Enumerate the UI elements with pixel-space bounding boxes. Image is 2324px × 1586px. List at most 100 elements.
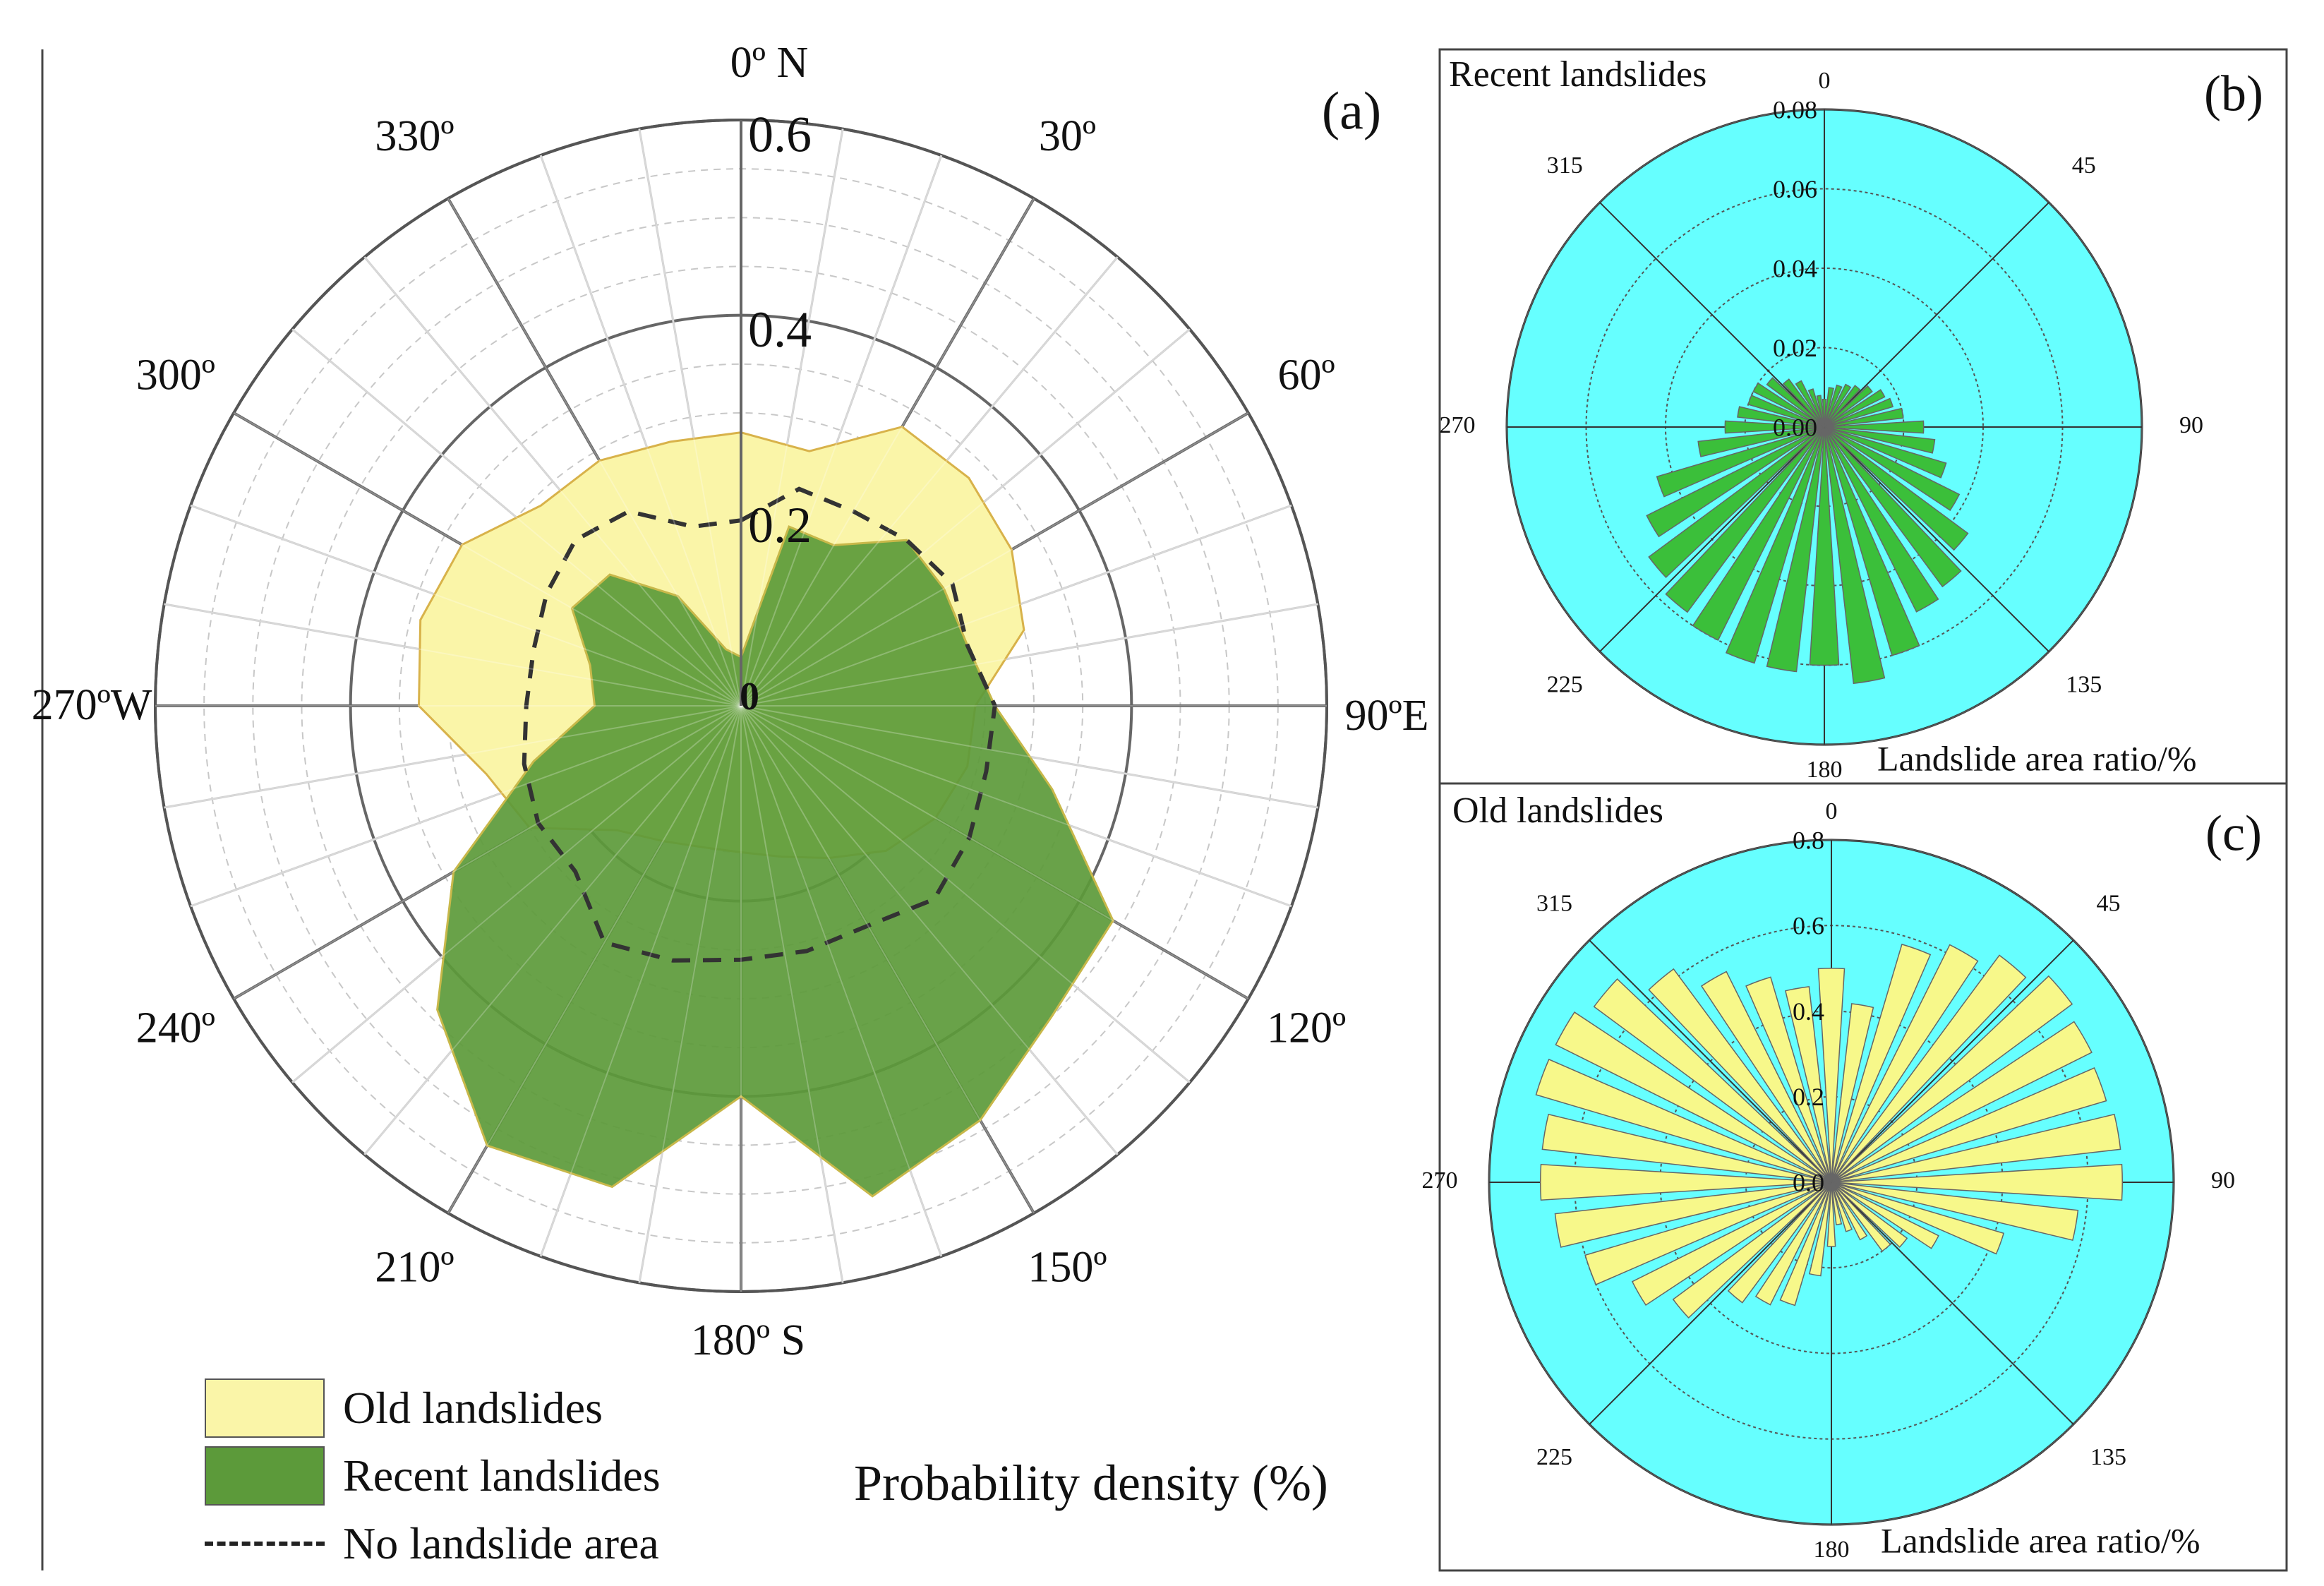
spoke	[1589, 939, 1832, 1183]
radial-tick-label: 0.06	[1773, 175, 1817, 203]
axis-label: Landslide area ratio/%	[1877, 738, 2197, 778]
spoke-overlay	[740, 155, 942, 707]
radial-tick-label: 0.6	[1793, 912, 1824, 940]
bar	[1737, 406, 1825, 428]
spoke-overlay	[540, 705, 742, 1257]
angle-label: 90ºE	[1344, 692, 1428, 740]
bar	[1831, 1182, 1868, 1241]
spoke-overlay	[233, 705, 742, 999]
bar	[1779, 1182, 1832, 1306]
angle-label: 45	[2072, 152, 2096, 179]
spoke-overlay	[740, 705, 1249, 999]
spoke-overlay	[164, 705, 742, 809]
radial-tick-label: 0.2	[1793, 1083, 1824, 1111]
panel-title: Old landslides	[1452, 791, 1663, 831]
bar	[1831, 1067, 2107, 1183]
bar	[1824, 387, 1835, 428]
angle-label: 150º	[1028, 1243, 1107, 1291]
bar	[1692, 426, 1825, 642]
series-no-landslide-area	[522, 486, 997, 963]
bar	[1824, 384, 1843, 428]
subplot-label-a: (a)	[1322, 81, 1381, 140]
bar	[1541, 1113, 1832, 1183]
spoke-overlay	[740, 328, 1191, 707]
panel-a-polar-chart: 0 0.2 0.4 0.6 0º N 30º 60º 90ºE 120º 150º 180º S 21…	[32, 39, 1429, 1364]
radial-tick-label: 0.0	[1793, 1168, 1824, 1196]
bar	[1824, 383, 1852, 428]
legend-item-no-landslide: No landslide area	[205, 1512, 659, 1575]
angle-label: 90	[2179, 412, 2203, 438]
bar	[1824, 426, 1969, 551]
legend-item-old: Old landslides	[205, 1376, 603, 1440]
radial-tick-label: 0.08	[1773, 95, 1817, 124]
radial-tick-label: 0	[740, 675, 759, 719]
bar	[1831, 1182, 1908, 1248]
spoke-overlay	[740, 705, 1318, 809]
bar	[1593, 978, 1832, 1183]
bar	[1826, 1182, 1836, 1247]
spoke	[1599, 426, 1825, 652]
angle-label: 120º	[1267, 1004, 1346, 1052]
bar	[1554, 1182, 1832, 1248]
angle-label: 225	[1547, 671, 1583, 697]
series-recent-landslides	[436, 525, 1114, 1198]
bar	[1831, 1164, 2124, 1201]
bar	[1831, 954, 2027, 1183]
bar	[1831, 1182, 2079, 1242]
spoke-overlay	[540, 155, 742, 707]
bar	[1816, 395, 1825, 428]
bar	[1831, 1182, 2005, 1255]
angle-label: 0º N	[730, 39, 809, 87]
bar	[1784, 986, 1832, 1183]
angle-label: 315	[1547, 152, 1583, 179]
bar	[1795, 380, 1825, 428]
angle-label: 45	[2096, 890, 2120, 916]
spoke-overlay	[740, 603, 1318, 707]
angle-label: 270	[1422, 1167, 1458, 1194]
bar	[1584, 1182, 1832, 1285]
bar	[1831, 1021, 2093, 1183]
spoke-overlay	[740, 705, 1035, 1214]
bar	[1752, 382, 1825, 428]
spoke-overlay	[740, 705, 1292, 907]
bar	[1656, 426, 1825, 498]
bar	[1824, 426, 1962, 588]
legend-item-recent: Recent landslides	[205, 1444, 661, 1508]
bar	[1817, 968, 1846, 1183]
bar	[1831, 975, 2073, 1183]
angle-label: 90	[2211, 1167, 2235, 1194]
bar	[1831, 1113, 2121, 1183]
bar	[1727, 1182, 1832, 1304]
legend: Old landslides Recent landslides No land…	[205, 1376, 769, 1574]
bar	[1824, 426, 1936, 454]
panel-title: Recent landslides	[1449, 54, 1706, 95]
angle-label: 135	[2090, 1444, 2126, 1470]
panel-b-polar-bar-chart: 0.00 0.02 0.04 0.06 0.080 45 90 135 180 225 270 315…	[1440, 54, 2263, 783]
radial-tick-label: 0.8	[1793, 826, 1824, 854]
angle-label: 300º	[136, 352, 215, 399]
spoke-overlay	[638, 128, 742, 707]
bar	[1766, 426, 1825, 673]
angle-label: 270ºW	[32, 681, 152, 729]
bar	[1831, 1182, 1853, 1232]
bar	[1824, 397, 1894, 428]
bar	[1747, 395, 1825, 428]
spoke-overlay	[740, 505, 1292, 707]
spoke	[1599, 202, 1825, 428]
spoke-overlay	[164, 603, 742, 707]
bar	[1631, 1182, 1832, 1306]
angle-label: 210º	[375, 1243, 454, 1291]
angle-label: 30º	[1039, 112, 1096, 160]
bar	[1822, 398, 1827, 428]
spoke-overlay	[233, 412, 742, 707]
bar	[1807, 388, 1825, 428]
radial-tick-label: 0.04	[1773, 254, 1817, 282]
bar	[1539, 1164, 1832, 1201]
spoke-overlay	[740, 256, 1119, 707]
bar	[1766, 377, 1825, 428]
bar	[1831, 943, 1932, 1183]
axis-label-probability-density: Probability density (%)	[854, 1455, 1328, 1511]
spoke-overlay	[447, 705, 742, 1214]
bar	[1745, 976, 1832, 1183]
